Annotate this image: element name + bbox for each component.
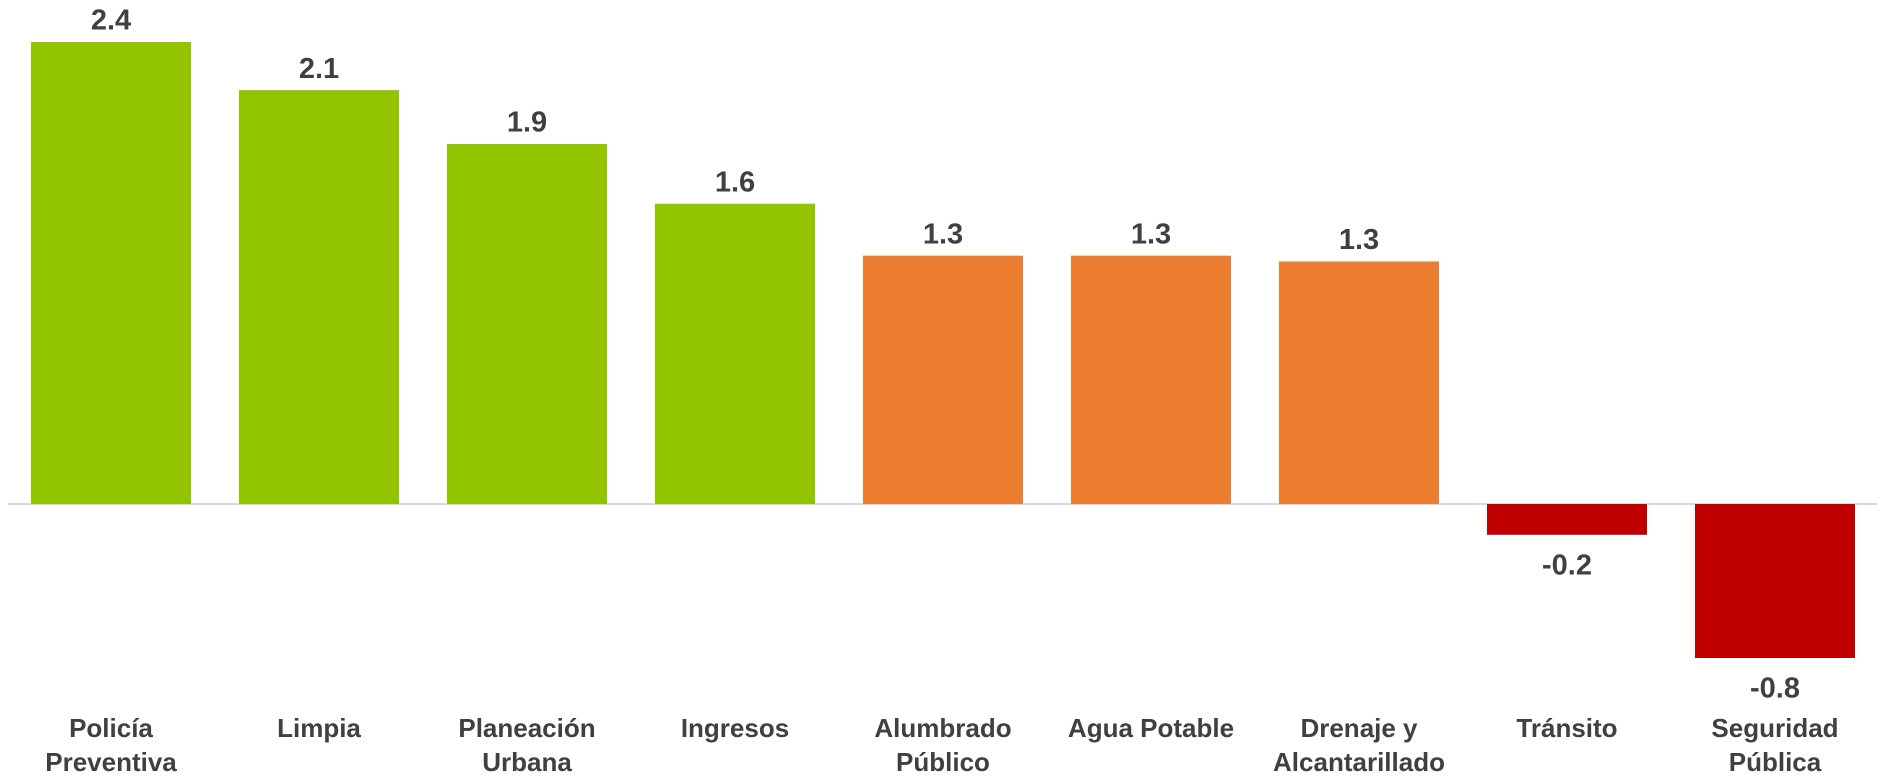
bar <box>31 42 191 504</box>
x-tick-label: Alcantarillado <box>1273 747 1445 777</box>
x-tick-label: Tránsito <box>1516 713 1617 743</box>
value-label: 1.3 <box>1339 224 1379 256</box>
x-tick-label: Preventiva <box>45 747 177 777</box>
value-label: 2.4 <box>91 5 131 37</box>
value-label: -0.2 <box>1542 549 1592 581</box>
x-tick-label: Seguridad <box>1711 713 1838 743</box>
x-tick-label: Agua Potable <box>1068 713 1234 743</box>
bar <box>1695 504 1855 658</box>
value-label: 1.6 <box>715 166 755 198</box>
x-tick-label: Limpia <box>277 713 361 743</box>
value-label: 1.3 <box>1131 218 1171 250</box>
bar <box>1071 255 1231 504</box>
bar <box>863 255 1023 504</box>
value-label: -0.8 <box>1750 673 1800 705</box>
x-tick-label: Pública <box>1729 747 1822 777</box>
x-tick-label: Planeación <box>458 713 595 743</box>
value-label: 1.9 <box>507 107 547 139</box>
x-tick-label: Ingresos <box>681 713 789 743</box>
x-tick-label: Alumbrado <box>874 713 1011 743</box>
value-label: 1.3 <box>923 218 963 250</box>
value-label: 2.1 <box>299 53 339 85</box>
x-tick-label: Urbana <box>482 747 572 777</box>
bar <box>1487 504 1647 535</box>
x-tick-label: Drenaje y <box>1300 713 1418 743</box>
x-tick-label: Policía <box>69 713 153 743</box>
bar <box>239 90 399 504</box>
x-tick-label: Público <box>896 747 990 777</box>
bar <box>447 144 607 504</box>
bar <box>655 203 815 504</box>
bar <box>1279 261 1439 504</box>
